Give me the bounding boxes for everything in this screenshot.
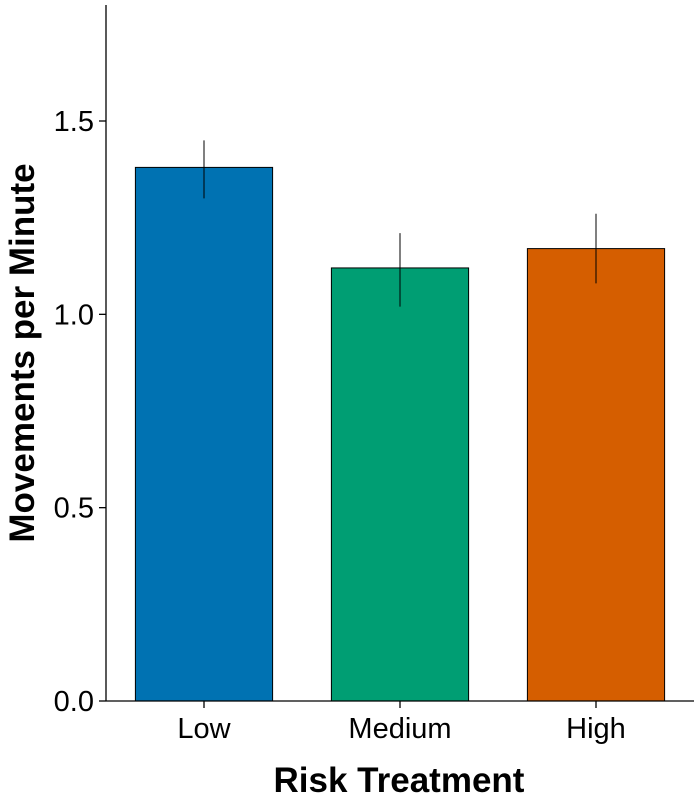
x-ticks-group: Low Medium High bbox=[177, 701, 626, 745]
x-axis-title: Risk Treatment bbox=[274, 761, 525, 800]
x-tick-label-high: High bbox=[566, 713, 626, 745]
y-tick-label: 0.0 bbox=[54, 686, 94, 718]
y-ticks-group: 0.0 0.5 1.0 1.5 bbox=[54, 106, 106, 718]
error-bars-group bbox=[203, 140, 597, 307]
y-tick-label: 1.0 bbox=[54, 299, 94, 331]
y-tick-label: 1.5 bbox=[54, 106, 94, 138]
bar-low bbox=[134, 166, 274, 702]
x-tick-label-medium: Medium bbox=[348, 713, 451, 745]
bar-high bbox=[526, 248, 666, 702]
y-tick-label: 0.5 bbox=[54, 493, 94, 525]
bar-medium bbox=[330, 267, 470, 702]
x-tick-label-low: Low bbox=[177, 713, 231, 745]
y-axis-title: Movements per Minute bbox=[3, 163, 42, 542]
